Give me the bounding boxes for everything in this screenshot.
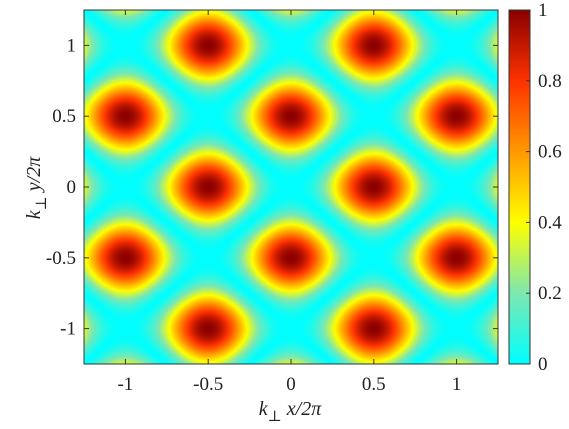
- x-tick-label: 0.5: [362, 374, 386, 395]
- colorbar-tick-label: 0.4: [538, 212, 562, 233]
- colorbar-gradient: [509, 10, 530, 364]
- colorbar-tick-label: 0.2: [538, 283, 562, 304]
- colorbar-frame: [508, 9, 531, 365]
- x-tick-label: 0: [286, 374, 296, 395]
- x-axis-label: k⊥ x/2π: [259, 398, 322, 425]
- colorbar-tick-label: 0: [538, 354, 548, 375]
- x-tick-label: -1: [117, 374, 133, 395]
- y-axis-label: k⊥ y/2π: [23, 156, 50, 219]
- x-tick-label: 1: [452, 374, 462, 395]
- colorbar-ticks: 0 0.2 0.4 0.6 0.8 1: [526, 0, 562, 375]
- x-tick-label: -0.5: [193, 374, 223, 395]
- colorbar: 0 0.2 0.4 0.6 0.8 1: [508, 0, 562, 375]
- colorbar-tick-label: 0.6: [538, 142, 562, 163]
- x-axis: -1 -0.5 0 0.5 1: [117, 10, 461, 395]
- y-axis: -1 -0.5 0 0.5 1: [46, 35, 498, 340]
- y-tick-label: -1: [60, 319, 76, 340]
- colorbar-tick-label: 1: [538, 0, 548, 21]
- y-tick-label: 1: [67, 35, 77, 56]
- heatmap-plot: [83, 9, 499, 365]
- y-tick-label: 0: [67, 177, 77, 198]
- y-tick-label: 0.5: [52, 106, 76, 127]
- y-tick-label: -0.5: [46, 248, 76, 269]
- heatmap-image: [84, 10, 498, 364]
- colorbar-tick-label: 0.8: [538, 71, 562, 92]
